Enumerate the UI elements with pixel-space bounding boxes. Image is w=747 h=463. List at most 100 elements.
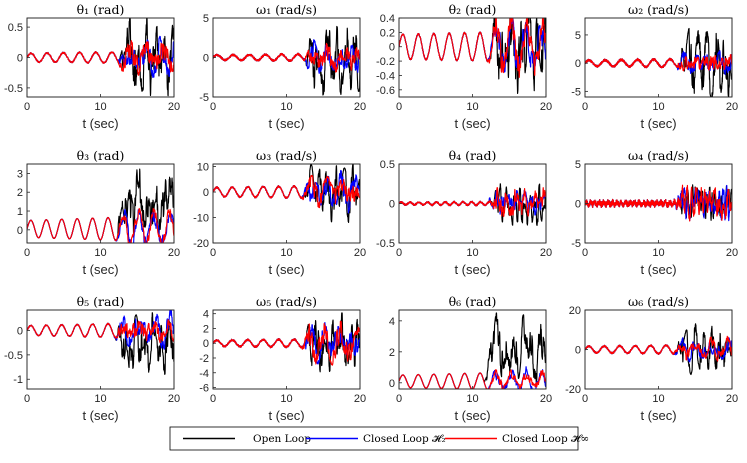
x-tick-label: 10 (94, 101, 106, 113)
series-line-hinf (213, 42, 360, 73)
y-tick-label: 0 (203, 338, 209, 350)
y-tick-label: 0 (389, 42, 395, 54)
y-tick-label: -0.6 (376, 85, 395, 97)
y-tick-label: 0 (389, 378, 395, 390)
subplot-11: 0 10 20 0 2 4 θ₆ (rad) t (sec) (389, 294, 552, 423)
x-tick-label: 0 (582, 247, 588, 259)
y-tick-label: -0.5 (4, 350, 23, 362)
series-line-hinf (585, 53, 732, 72)
x-tick-label: 10 (280, 247, 292, 259)
series-line-hinf (399, 369, 546, 389)
x-tick-label: 0 (396, 247, 402, 259)
subplot-title: ω₄ (rad/s) (628, 148, 689, 163)
axes-box (212, 163, 361, 244)
x-axis-label: t (sec) (640, 116, 676, 131)
y-tick-label: 0.5 (380, 159, 395, 171)
subplot-7: 0 10 20-0.500.5θ₄ (rad)t (sec) (376, 148, 552, 277)
x-tick-label: 0 (582, 393, 588, 405)
x-axis-label: t (sec) (640, 262, 676, 277)
axes-box (26, 309, 175, 390)
x-tick-label: 20 (354, 247, 366, 259)
y-tick-label: 0.2 (380, 27, 395, 39)
y-tick-label: 5 (575, 159, 581, 171)
subplot-title: θ₄ (rad) (449, 148, 497, 163)
x-axis-label: t (sec) (640, 408, 676, 423)
y-tick-label: 0 (575, 345, 581, 357)
subplot-title: θ₅ (rad) (77, 294, 125, 309)
x-tick-label: 10 (466, 101, 478, 113)
series-line-hinf (585, 184, 732, 222)
subplot-10: 0 10 20 -6 -4 -2 0 2 4 ω₅ (rad/s) t (sec) (199, 294, 366, 423)
axes-box (212, 309, 361, 390)
series-line-hinf (27, 40, 174, 76)
y-tick-label: 0 (389, 199, 395, 211)
x-tick-label: 20 (168, 247, 180, 259)
series-line-hinf (399, 187, 546, 217)
y-tick-label: -2 (199, 353, 209, 365)
subplot-title: θ₁ (rad) (77, 2, 125, 17)
x-tick-label: 0 (24, 247, 30, 259)
y-tick-label: 0 (203, 53, 209, 65)
x-axis-label: t (sec) (454, 116, 490, 131)
subplot-3: 0 10 20 -0.6 -0.4 -0.2 0 0.2 0.4 θ₂ (rad) t (sec) (376, 2, 552, 131)
y-tick-label: 2 (389, 347, 395, 359)
subplot-title: θ₃ (rad) (77, 148, 125, 163)
x-tick-label: 20 (540, 393, 552, 405)
legend-box (169, 426, 579, 451)
y-tick-label: 5 (575, 30, 581, 42)
series-line-hinf (213, 174, 360, 209)
y-tick-label: 5 (203, 13, 209, 25)
y-tick-label: -0.5 (376, 238, 395, 250)
y-tick-label: 2 (17, 187, 23, 199)
y-tick-label: 1 (17, 206, 23, 218)
x-tick-label: 20 (540, 101, 552, 113)
y-tick-label: 10 (197, 162, 209, 174)
subplot-title: ω₃ (rad/s) (256, 148, 317, 163)
x-axis-label: t (sec) (82, 116, 118, 131)
x-axis-label: t (sec) (82, 262, 118, 277)
y-tick-label: 4 (389, 316, 395, 328)
y-tick-label: -5 (571, 86, 581, 98)
y-tick-label: 0.4 (380, 13, 395, 25)
series-line-hinf (27, 207, 174, 243)
x-tick-label: 0 (210, 247, 216, 259)
legend-label-hinf: Closed Loop 𝓗∞ (502, 433, 589, 445)
x-tick-label: 0 (210, 393, 216, 405)
y-tick-label: -10 (193, 213, 209, 225)
y-tick-label: -20 (193, 238, 209, 250)
y-tick-label: -0.2 (376, 56, 395, 68)
y-tick-label: 0 (17, 225, 23, 237)
y-tick-label: -0.4 (376, 70, 395, 82)
y-tick-label: -20 (565, 384, 581, 396)
series-line-hinf (585, 335, 732, 362)
x-axis-label: t (sec) (82, 408, 118, 423)
y-tick-label: 20 (569, 305, 581, 317)
x-tick-label: 20 (168, 101, 180, 113)
y-tick-label: -5 (571, 238, 581, 250)
y-tick-label: 0.5 (8, 22, 23, 34)
x-tick-label: 0 (210, 101, 216, 113)
legend-entry-open-loop: Open Loop (183, 433, 311, 445)
x-axis-label: t (sec) (268, 116, 304, 131)
x-tick-label: 0 (582, 101, 588, 113)
y-tick-label: 3 (17, 168, 23, 180)
legend-label-h2: Closed Loop 𝓗₂ (363, 433, 446, 445)
x-tick-label: 20 (354, 393, 366, 405)
x-tick-label: 20 (726, 247, 738, 259)
subplot-title: θ₂ (rad) (449, 2, 497, 17)
x-tick-label: 0 (396, 393, 402, 405)
subplot-title: ω₅ (rad/s) (256, 294, 317, 309)
series-line-hinf (213, 320, 360, 366)
subplot-title: θ₆ (rad) (449, 294, 497, 309)
legend-entry-h2: Closed Loop 𝓗₂ (306, 433, 446, 445)
x-axis-label: t (sec) (454, 408, 490, 423)
y-tick-label: -1 (13, 374, 23, 386)
x-axis-label: t (sec) (454, 262, 490, 277)
subplot-title: ω₂ (rad/s) (628, 2, 689, 17)
y-tick-label: 4 (203, 309, 209, 321)
subplot-title: ω₆ (rad/s) (628, 294, 689, 309)
